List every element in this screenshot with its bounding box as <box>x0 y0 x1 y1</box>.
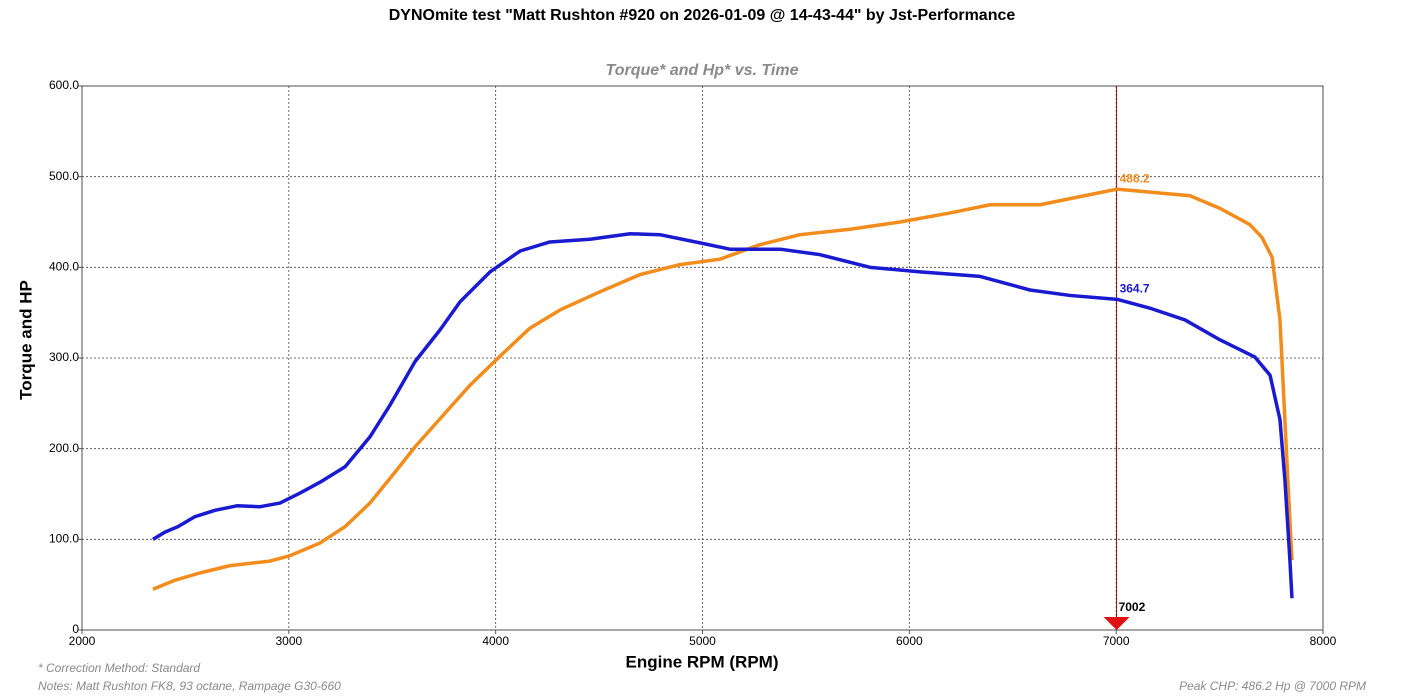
y-tick-label: 100.0 <box>49 532 79 546</box>
note: * Correction Method: Standard <box>38 661 200 675</box>
series-line <box>152 232 1294 599</box>
note: Notes: Matt Rushton FK8, 93 octane, Ramp… <box>38 679 341 693</box>
x-tick-label: 5000 <box>689 634 716 648</box>
peak-label: 486.2 <box>1120 171 1150 185</box>
peak-label: 364.7 <box>1120 282 1150 296</box>
footer-note: Peak CHP: 486.2 Hp @ 7000 RPM <box>1179 679 1366 693</box>
chart-subtitle: Torque* and Hp* vs. Time <box>606 62 799 79</box>
y-tick-label: 600.0 <box>49 78 79 92</box>
x-tick-label: 8000 <box>1310 634 1337 648</box>
y-tick-label: 0 <box>72 622 79 636</box>
x-tick-label: 2000 <box>69 634 96 648</box>
x-tick-label: 3000 <box>275 634 302 648</box>
y-tick-label: 200.0 <box>49 441 79 455</box>
x-tick-label: 6000 <box>896 634 923 648</box>
marker-triangle <box>1103 617 1130 630</box>
x-tick-label: 4000 <box>482 634 509 648</box>
x-axis-label: Engine RPM (RPM) <box>626 652 779 671</box>
y-tick-label: 400.0 <box>49 260 79 274</box>
y-tick-label: 500.0 <box>49 169 79 183</box>
chart-title: DYNOmite test "Matt Rushton #920 on 2026… <box>389 7 1016 24</box>
series-line <box>152 187 1294 591</box>
y-axis-label: Torque and HP <box>16 280 35 400</box>
marker-label: 7002 <box>1119 600 1146 614</box>
x-tick-label: 7000 <box>1103 634 1130 648</box>
y-tick-label: 300.0 <box>49 350 79 364</box>
